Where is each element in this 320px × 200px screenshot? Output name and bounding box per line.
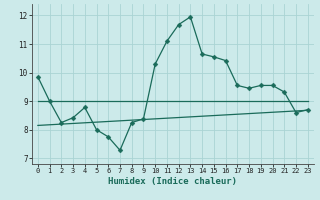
X-axis label: Humidex (Indice chaleur): Humidex (Indice chaleur) bbox=[108, 177, 237, 186]
